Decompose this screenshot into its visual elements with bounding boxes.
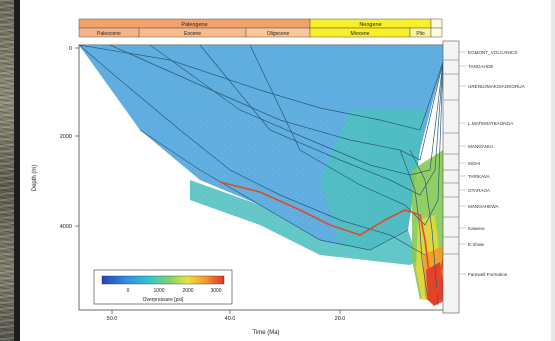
formation-label: MOHI	[468, 161, 480, 166]
formation-label: EGMONT_VOLCANICS	[468, 50, 517, 55]
colorbar-legend: 0 1000 2000 3000 Overpressure [psi]	[93, 269, 233, 305]
timescale-period-label: Plio	[416, 31, 425, 37]
timescale-period-label: Oligocene	[267, 31, 290, 37]
formation-label: TARIKAVA	[468, 174, 491, 179]
x-tick-label: 50.0	[107, 316, 118, 322]
burial-history-chart: Paleogene Neogene Paleocene Eocene Oligocene…	[32, 18, 526, 336]
colorbar-gradient	[101, 275, 225, 285]
x-axis: 50.0 40.0 20.0	[107, 310, 346, 322]
formation-label: OTARAOA	[468, 188, 491, 193]
y-tick-label: 4000	[60, 224, 72, 230]
y-tick-label: 0	[69, 46, 72, 52]
y-axis: 0 2000 4000	[60, 46, 79, 230]
timescale-period-label: Eocene	[184, 31, 201, 37]
formation-label: E.Shale	[468, 242, 485, 247]
horizon-line	[139, 129, 409, 251]
formation-column	[442, 40, 460, 314]
timescale-period-label: Miocene	[351, 31, 370, 37]
y-axis-label: Depth (m)	[32, 165, 38, 192]
timescale-epoch-label: Paleogene	[181, 22, 207, 28]
colorbar-tick-label: 3000	[210, 288, 221, 294]
x-tick-label: 40.0	[225, 316, 236, 322]
x-axis-label: Time (Ma)	[252, 330, 279, 336]
y-tick-label: 2000	[60, 134, 72, 140]
colorbar-tick-label: 1000	[153, 288, 164, 294]
red-horizon-line	[219, 181, 446, 301]
horizon-line	[249, 44, 444, 226]
horizon-line	[149, 44, 444, 176]
right-border-strip	[551, 0, 555, 341]
horizon-line	[399, 149, 429, 301]
horizon-line	[199, 44, 444, 196]
formation-label: TANGAHOE	[468, 64, 493, 69]
timescale-period-label: Paleocene	[97, 31, 121, 37]
formation-label: MANGANUI	[468, 144, 493, 149]
formation-label: URENUI/MAKOIAOKORUA	[468, 84, 526, 89]
left-border-strip	[14, 0, 20, 341]
colorbar-label: Overpressure [psi]	[143, 297, 184, 303]
horizon-line	[78, 44, 426, 256]
timescale-holocene-box	[430, 27, 443, 38]
timescale-epoch-label: Neogene	[359, 22, 381, 28]
hatch-overlay	[190, 110, 365, 260]
colorbar-tick-label: 0	[127, 288, 130, 294]
horizon-line	[109, 44, 444, 161]
formation-labels: EGMONT_VOLCANICS TANGAHOE URENUI/MAKOIAOKO…	[443, 50, 526, 277]
geologic-timescale-header: Paleogene Neogene Paleocene Eocene Oligocene…	[78, 18, 443, 38]
timescale-quaternary-box	[430, 18, 443, 29]
x-tick-label: 20.0	[335, 316, 346, 322]
horizon-line	[78, 44, 444, 131]
formation-label: L.MATEMATEAONGA	[468, 121, 514, 126]
formation-label: MANGAHEWA	[468, 204, 499, 209]
colorbar-tick-label: 2000	[182, 288, 193, 294]
rock-photo-strip	[0, 0, 14, 341]
formation-label: Farewell Formation	[468, 272, 508, 277]
formation-label: Kaiwera	[468, 226, 485, 231]
colorbar-box	[93, 269, 233, 305]
horizon-lines	[78, 44, 444, 306]
